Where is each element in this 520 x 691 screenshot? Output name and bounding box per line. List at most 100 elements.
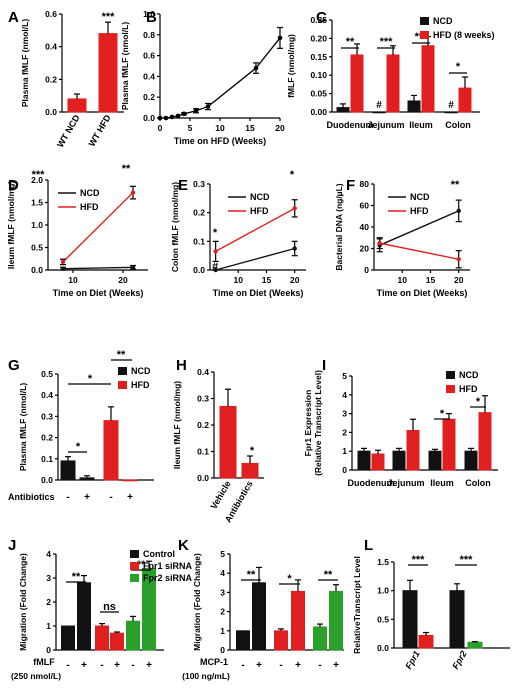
significance-marker: ** xyxy=(137,559,146,571)
y-tick-label: 0.20 xyxy=(310,33,327,43)
y-tick-label: 0.25 xyxy=(310,15,327,25)
y-tick-label: 1.5 xyxy=(377,557,389,567)
bar xyxy=(428,450,442,471)
y-tick-label: 0 xyxy=(364,265,369,275)
row-label: (250 nmol/L) xyxy=(11,671,61,681)
series-line xyxy=(215,247,295,271)
x-tick-label: Ileum xyxy=(430,478,454,488)
y-tick-label: 0.2 xyxy=(193,208,205,218)
y-tick-label: 1.0 xyxy=(377,586,389,596)
y-axis-label: Plasma fMLF (nmol/L) xyxy=(120,22,130,110)
y-tick-label: 0.2 xyxy=(45,74,57,84)
panel-letter: F xyxy=(346,177,355,194)
bar xyxy=(110,632,124,651)
significance-marker: # xyxy=(376,100,382,111)
x-tick-label: - xyxy=(131,660,134,671)
bar xyxy=(442,418,456,471)
y-tick-label: 0.10 xyxy=(310,70,327,80)
x-tick-label: 10 xyxy=(234,275,244,285)
bar xyxy=(407,100,421,113)
y-axis-label: Ileum fMLF (nmol/mg) xyxy=(6,181,16,269)
data-point xyxy=(456,208,461,214)
series-line xyxy=(379,242,459,260)
y-tick-label: 1 xyxy=(46,621,51,631)
x-tick-label: - xyxy=(109,492,112,503)
y-axis-label: RelativeTranscript Level xyxy=(352,556,362,654)
significance-marker: ** xyxy=(72,571,81,583)
legend-swatch xyxy=(130,562,139,570)
bar xyxy=(79,477,95,481)
legend-label: NCD xyxy=(459,370,479,380)
y-axis-label: Plasma fMLF (nmol/L) xyxy=(20,19,30,107)
significance-marker: * xyxy=(88,373,93,385)
y-axis-label: Ileum fMLF (nmol/mg) xyxy=(172,381,182,469)
y-tick-label: 1.5 xyxy=(31,198,43,208)
panel-letter: I xyxy=(322,357,326,374)
x-tick-label: - xyxy=(66,660,69,671)
significance-marker: *** xyxy=(380,36,394,48)
significance-marker: *** xyxy=(102,11,116,23)
x-tick-label: 10 xyxy=(398,275,408,285)
bar xyxy=(449,590,465,649)
bar xyxy=(418,634,434,649)
y-tick-label: 1 xyxy=(220,626,225,636)
x-tick-label: Fpr1 xyxy=(403,649,421,671)
significance-marker: ** xyxy=(451,179,460,191)
x-tick-label: 5 xyxy=(188,123,193,133)
series-line xyxy=(215,207,296,252)
legend-label: HFD xyxy=(459,384,478,394)
significance-marker: *** xyxy=(32,169,46,181)
y-tick-label: 0.1 xyxy=(193,236,205,246)
x-tick-label: + xyxy=(295,660,301,671)
y-tick-label: 0.0 xyxy=(143,113,155,123)
legend-label: Fpr1 siRNA xyxy=(143,561,193,571)
x-tick-label: 20 xyxy=(118,275,128,285)
legend-label: Fpr2 siRNA xyxy=(143,573,193,583)
y-tick-label: 0.0 xyxy=(31,265,43,275)
legend-swatch xyxy=(130,550,139,558)
panel-letter: D xyxy=(8,177,19,194)
x-tick-label: + xyxy=(146,660,152,671)
x-tick-label: 20 xyxy=(290,275,300,285)
x-tick-label: - xyxy=(279,660,282,671)
bar xyxy=(350,54,364,113)
x-tick-label: + xyxy=(127,492,133,503)
x-axis-label: Time on Diet (Weeks) xyxy=(377,288,468,298)
legend-label: HFD xyxy=(131,380,150,390)
significance-marker: * xyxy=(250,445,255,457)
series-line xyxy=(62,266,134,270)
x-tick-label: 20 xyxy=(454,275,464,285)
bar xyxy=(103,420,119,481)
data-point xyxy=(193,108,199,114)
bar xyxy=(392,450,406,471)
bar xyxy=(236,630,250,651)
data-point xyxy=(130,265,136,270)
panel-letter: E xyxy=(178,177,188,194)
legend-swatch xyxy=(130,574,139,582)
panel-letter: B xyxy=(146,9,157,26)
x-tick-label: - xyxy=(100,660,103,671)
row-label: fMLF xyxy=(33,657,55,667)
row-label: MCP-1 xyxy=(200,657,228,667)
y-tick-label: 0.00 xyxy=(310,107,327,117)
panel-letter: A xyxy=(8,9,19,26)
y-tick-label: 0.2 xyxy=(197,420,209,430)
y-tick-label: 0 xyxy=(220,645,225,655)
legend-label: NCD xyxy=(131,366,151,376)
y-tick-label: 0.4 xyxy=(197,367,209,377)
x-tick-label: - xyxy=(241,660,244,671)
legend-label: HFD xyxy=(410,206,429,216)
bar xyxy=(77,582,91,651)
y-axis-label: Bacterial DNA (ng/µL) xyxy=(334,183,344,270)
significance-marker: * xyxy=(440,408,445,420)
y-tick-label: 3 xyxy=(46,573,51,583)
row-label: (100 ng/mL) xyxy=(182,671,230,681)
y-axis-label: Colon fMLF (nmol/mg) xyxy=(170,182,180,272)
significance-marker: *** xyxy=(412,554,426,566)
legend-swatch xyxy=(446,371,455,379)
y-tick-label: 0 xyxy=(342,465,347,475)
bar xyxy=(444,111,458,114)
y-tick-label: 0.0 xyxy=(377,643,389,653)
legend-label: NCD xyxy=(250,192,270,202)
y-tick-label: 60 xyxy=(360,201,370,211)
